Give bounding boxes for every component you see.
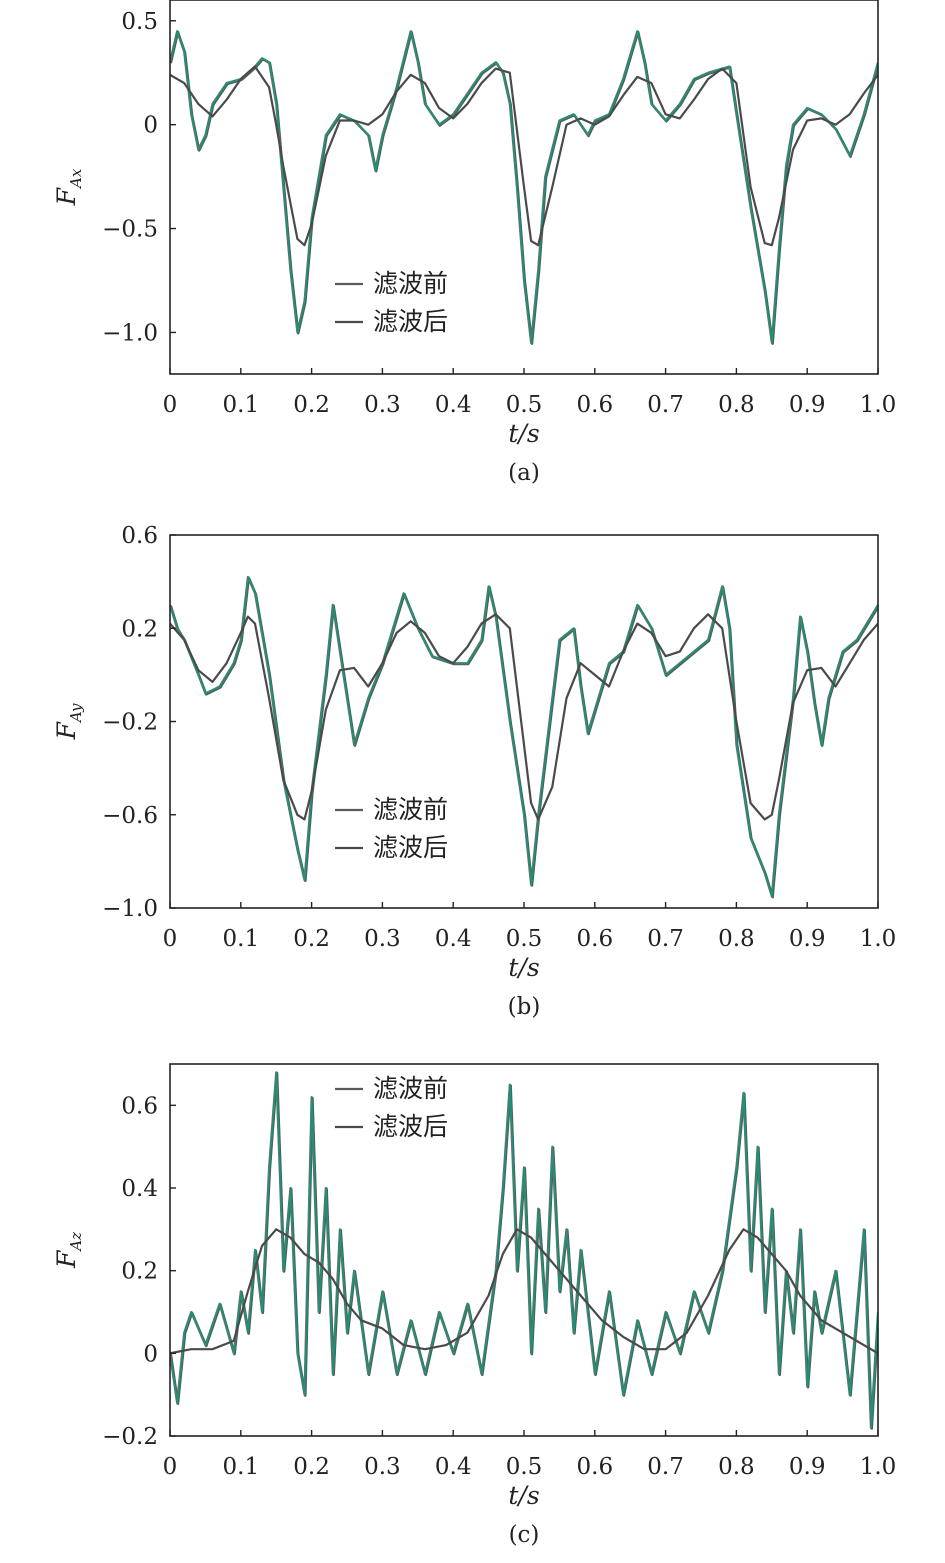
x-tick-label: 0.2	[293, 926, 330, 952]
x-tick-label: 0.7	[647, 926, 684, 952]
x-tick-label: 0	[163, 926, 178, 952]
legend-label: 滤波前	[373, 1074, 448, 1103]
chart-panel-2: 0 0.1 0.2 0.3 0.4 0.5 0.6 0.7 0.8 0.9 1.0 0.6 0.2 −0.…	[52, 523, 896, 1020]
legend-label: 滤波后	[373, 1112, 448, 1141]
y-tick-label: 0.6	[121, 1093, 158, 1119]
x-tick-label: 0.1	[223, 392, 260, 418]
legend-label: 滤波后	[373, 307, 448, 336]
series-filtered-line	[170, 613, 878, 821]
y-tick-label: 0	[143, 1341, 158, 1367]
x-tick-label: 0.5	[506, 392, 543, 418]
x-tick-label: 0.7	[647, 392, 684, 418]
y-axis-label-sub: Ax	[67, 168, 85, 190]
x-tick-label: 0.9	[789, 926, 826, 952]
legend-label: 滤波前	[373, 269, 448, 298]
chart-panel-3: 0 0.1 0.2 0.3 0.4 0.5 0.6 0.7 0.8 0.9 1.0 0.6 0.4 0.2…	[52, 1063, 897, 1548]
x-tick-label: 0.5	[506, 926, 543, 952]
y-tick-label: 0	[143, 113, 158, 139]
x-tick-label: 0.4	[435, 1454, 472, 1480]
y-axis-label: FAx	[52, 168, 85, 206]
panel-caption: (b)	[508, 994, 541, 1020]
x-tick-label: 0.4	[435, 392, 472, 418]
x-axis-label: t/s	[508, 419, 539, 448]
x-tick-label: 0.8	[718, 926, 755, 952]
x-tick-label: 0.2	[293, 1454, 330, 1480]
y-tick-label: −1.0	[102, 896, 158, 922]
x-tick-label: 0.5	[506, 1454, 543, 1480]
x-tick-label: 0.7	[647, 1454, 684, 1480]
y-tick-label: −0.2	[102, 710, 158, 736]
series-filtered-line	[170, 1228, 878, 1355]
y-tick-label: 0.4	[121, 1176, 158, 1202]
chart-panel-1: 0 0.1 0.2 0.3 0.4 0.5 0.6 0.7 0.8 0.9 1.0 0.5 0 −0.5 −…	[52, 0, 896, 486]
x-axis-label: t/s	[508, 1481, 539, 1510]
x-tick-label: 0	[163, 392, 178, 418]
series-raw-line	[170, 1071, 878, 1429]
y-tick-label: 0.2	[121, 1259, 158, 1285]
legend-label: 滤波后	[373, 833, 448, 862]
x-tick-label: 1.0	[860, 1454, 897, 1480]
x-tick-label: 0.1	[223, 926, 260, 952]
y-tick-label: 0.2	[121, 616, 158, 642]
x-tick-label: 0.3	[364, 1454, 401, 1480]
y-tick-label: −0.5	[102, 217, 158, 243]
y-axis-label: FAy	[52, 703, 85, 741]
y-tick-label: −0.6	[102, 803, 158, 829]
x-axis-label: t/s	[508, 953, 539, 982]
y-axis-label-sub: Az	[67, 1232, 85, 1253]
x-tick-label: 0.3	[364, 926, 401, 952]
series-group	[170, 1071, 878, 1430]
y-axis-label-main: F	[52, 186, 81, 206]
series-filtered-line	[170, 65, 878, 247]
x-tick-label: 0.1	[223, 1454, 260, 1480]
y-tick-label: −1.0	[102, 320, 158, 346]
x-tick-label: 0.2	[293, 392, 330, 418]
x-tick-label: 0.3	[364, 392, 401, 418]
legend-label: 滤波前	[373, 795, 448, 824]
series-raw-line	[170, 30, 878, 344]
x-tick-label: 0.6	[577, 1454, 614, 1480]
series-group	[170, 575, 878, 899]
x-tick-label: 0.6	[577, 392, 614, 418]
x-tick-label: 0.9	[789, 392, 826, 418]
y-tick-label: 0.6	[121, 523, 158, 549]
panel-caption: (a)	[508, 460, 540, 486]
x-tick-label: 0.6	[577, 926, 614, 952]
series-raw-line	[170, 575, 878, 898]
x-tick-label: 0	[163, 1454, 178, 1480]
y-axis-label-sub: Ay	[67, 703, 85, 724]
x-tick-label: 0.9	[789, 1454, 826, 1480]
plot-frame	[169, 1063, 879, 1437]
x-tick-label: 1.0	[860, 926, 897, 952]
x-tick-label: 0.8	[718, 392, 755, 418]
y-axis-label-main: F	[52, 721, 81, 741]
x-tick-label: 0.4	[435, 926, 472, 952]
y-tick-label: 0.5	[121, 9, 158, 35]
y-axis-label: FAz	[52, 1232, 85, 1269]
series-group	[170, 30, 878, 345]
x-tick-label: 0.8	[718, 1454, 755, 1480]
y-axis-label-main: F	[52, 1249, 81, 1269]
panel-caption: (c)	[509, 1522, 540, 1548]
y-tick-label: −0.2	[102, 1424, 158, 1450]
x-tick-label: 1.0	[860, 392, 897, 418]
